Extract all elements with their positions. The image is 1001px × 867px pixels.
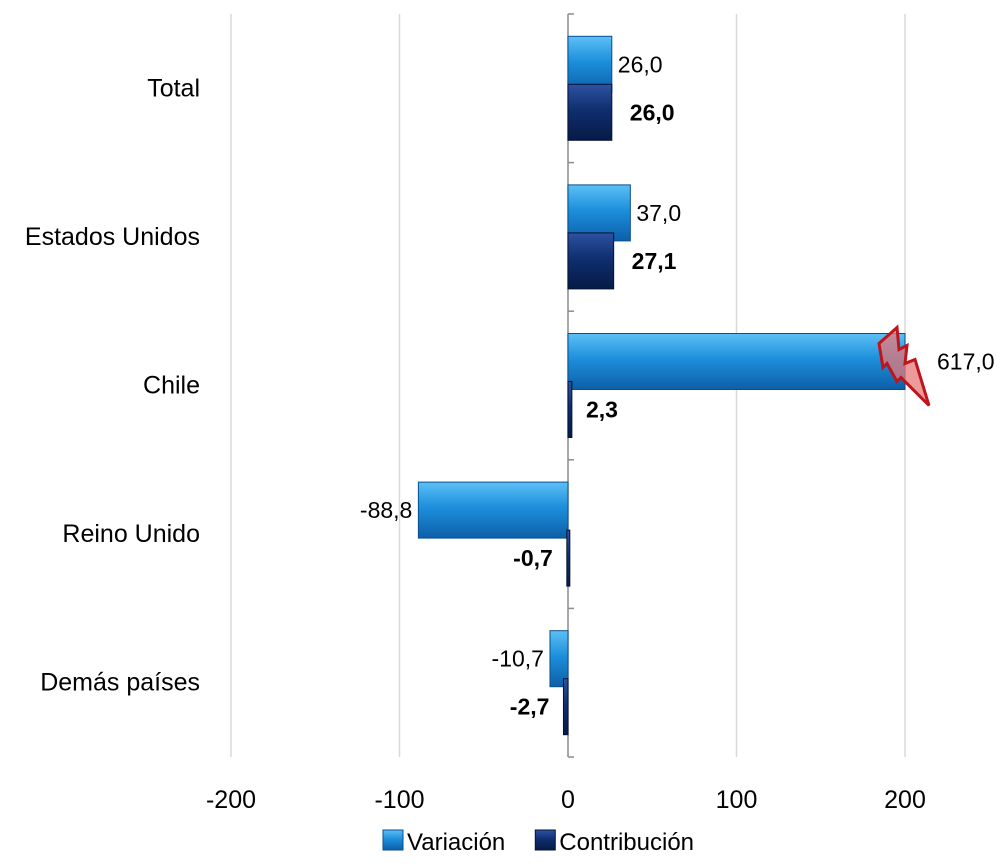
- legend-swatch-contribucion: [534, 829, 556, 851]
- legend-swatch-variacion: [382, 829, 404, 851]
- bar-variacion-total: [567, 35, 613, 93]
- data-label-variacion-chile: 617,0: [937, 349, 995, 375]
- bar-variacion-reino-unido: [417, 481, 569, 539]
- category-label-total: Total: [147, 74, 200, 102]
- bars: [417, 35, 931, 736]
- labels: 26,0 26,0 37,0 27,1 617,0 2,3 -88,8 -0,7 -10,7 -2…: [360, 51, 995, 719]
- x-tick-label: 0: [561, 786, 575, 814]
- data-label-variacion-demas-paises: -10,7: [492, 646, 544, 672]
- data-label-variacion-estados-unidos: 37,0: [636, 200, 681, 226]
- x-tick-label: -200: [206, 786, 256, 814]
- x-tick-label: -100: [374, 786, 424, 814]
- data-label-contribucion-estados-unidos: 27,1: [632, 248, 677, 274]
- bar-contribucion-chile: [567, 381, 573, 438]
- bar-variacion-chile: [567, 333, 906, 390]
- bar-variacion-estados-unidos: [567, 184, 631, 242]
- data-label-contribucion-demas-paises: -2,7: [510, 694, 550, 720]
- bar-contribucion-reino-unido: [566, 529, 571, 587]
- bar-variacion-demas-paises: [549, 630, 569, 688]
- x-tick-label: 100: [716, 786, 758, 814]
- bar-contribucion-total: [567, 83, 613, 141]
- data-label-variacion-reino-unido: -88,8: [360, 497, 412, 523]
- data-label-contribucion-total: 26,0: [630, 99, 675, 125]
- axes: -200 -100 0 100 200 Total Estados Unidos Chile R…: [25, 13, 926, 814]
- category-label-chile: Chile: [143, 372, 200, 400]
- data-label-contribucion-chile: 2,3: [586, 397, 618, 423]
- category-label-reino-unido: Reino Unido: [62, 520, 200, 548]
- bar-contribucion-demas-paises: [562, 678, 569, 736]
- axis-break-bolt-icon: [877, 324, 931, 407]
- bar-contribucion-estados-unidos: [567, 232, 615, 290]
- category-label-demas-paises: Demás países: [40, 669, 200, 697]
- legend-label-variacion: Variación: [407, 829, 505, 856]
- x-tick-label: 200: [884, 786, 926, 814]
- data-label-variacion-total: 26,0: [618, 51, 663, 77]
- category-label-estados-unidos: Estados Unidos: [25, 223, 200, 251]
- data-label-contribucion-reino-unido: -0,7: [513, 545, 553, 571]
- legend: Variación Contribución: [382, 829, 694, 856]
- legend-label-contribucion: Contribución: [559, 829, 694, 856]
